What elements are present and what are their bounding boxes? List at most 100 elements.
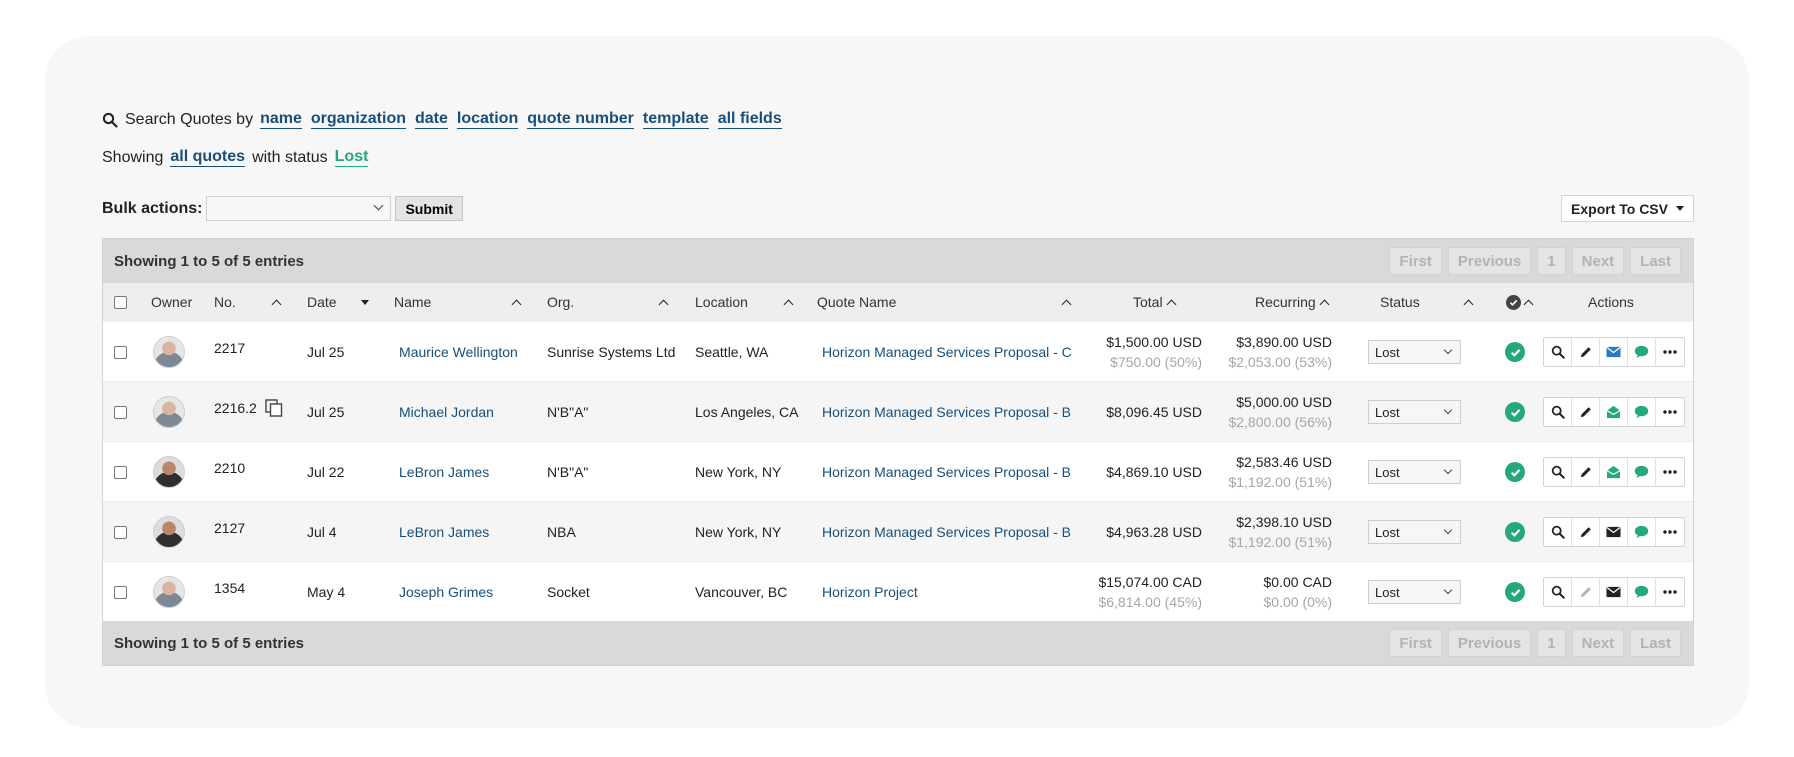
avatar[interactable] [153,516,185,548]
envelope-icon [1606,346,1621,358]
edit-quote-button[interactable] [1572,518,1600,546]
status-select[interactable]: Lost [1368,520,1461,544]
more-actions-button[interactable] [1656,518,1684,546]
comments-button[interactable] [1628,398,1656,426]
avatar[interactable] [153,396,185,428]
avatar[interactable] [153,336,185,368]
status-select[interactable]: Lost [1368,580,1461,604]
check-circle-icon[interactable] [1505,402,1525,422]
header-name[interactable]: Name [394,283,522,321]
next-page-button[interactable]: Next [1571,247,1625,275]
quote-name-link[interactable]: Horizon Managed Services Proposal - B [822,464,1072,480]
sort-up-icon [511,299,522,309]
search-by-template-link[interactable]: template [642,110,709,129]
email-quote-button[interactable] [1600,578,1628,606]
comments-button[interactable] [1628,458,1656,486]
previous-page-button[interactable]: Previous [1447,247,1532,275]
status-select[interactable]: Lost [1368,400,1461,424]
quote-name-link[interactable]: Horizon Managed Services Proposal - C [822,344,1072,360]
check-circle-icon[interactable] [1505,582,1525,602]
row-checkbox[interactable] [114,405,127,419]
status-select[interactable]: Lost [1368,340,1461,364]
comments-button[interactable] [1628,338,1656,366]
edit-quote-button[interactable] [1572,398,1600,426]
avatar[interactable] [153,576,185,608]
check-circle-icon [1506,294,1521,310]
edit-quote-button[interactable] [1572,578,1600,606]
header-total[interactable]: Total [1133,283,1177,321]
export-to-csv-button[interactable]: Export To CSV [1561,195,1694,222]
header-quote-name[interactable]: Quote Name [817,283,1072,321]
total-amount: $4,963.28 USD [1106,524,1202,540]
header-status[interactable]: Status [1380,283,1474,321]
row-checkbox[interactable] [114,465,127,479]
row-checkbox[interactable] [114,585,127,599]
contact-name-link[interactable]: Joseph Grimes [399,584,494,600]
edit-quote-button[interactable] [1572,338,1600,366]
quote-name-link[interactable]: Horizon Project [822,584,918,600]
status-select[interactable]: Lost [1368,460,1461,484]
header-approved[interactable] [1506,283,1534,321]
first-page-button[interactable]: First [1389,629,1442,657]
envelope-icon [1606,465,1621,479]
bulk-actions-select[interactable] [206,196,392,221]
email-quote-button[interactable] [1600,518,1628,546]
row-checkbox[interactable] [114,345,127,359]
more-actions-button[interactable] [1656,578,1684,606]
recurring-margin: $1,192.00 (51%) [1228,474,1332,490]
last-page-button[interactable]: Last [1630,629,1681,657]
header-org[interactable]: Org. [547,283,669,321]
first-page-button[interactable]: First [1389,247,1442,275]
email-quote-button[interactable] [1600,338,1628,366]
check-circle-icon[interactable] [1505,462,1525,482]
all-quotes-link[interactable]: all quotes [170,148,246,167]
view-quote-button[interactable] [1544,338,1572,366]
submit-button[interactable]: Submit [395,196,463,221]
search-by-date-link[interactable]: date [414,110,448,129]
search-by-organization-link[interactable]: organization [310,110,406,129]
view-quote-button[interactable] [1544,458,1572,486]
last-page-button[interactable]: Last [1630,247,1681,275]
email-quote-button[interactable] [1600,458,1628,486]
search-icon [1551,585,1565,599]
contact-name-link[interactable]: LeBron James [399,524,490,540]
view-quote-button[interactable] [1544,518,1572,546]
status-value: Lost [1375,404,1400,420]
comments-button[interactable] [1628,518,1656,546]
edit-quote-button[interactable] [1572,458,1600,486]
select-all-checkbox[interactable] [114,295,127,309]
row-checkbox[interactable] [114,525,127,539]
check-circle-icon[interactable] [1505,522,1525,542]
avatar[interactable] [153,456,185,488]
header-location[interactable]: Location [695,283,794,321]
quote-name-link[interactable]: Horizon Managed Services Proposal - B [822,404,1072,420]
search-prefix: Search Quotes by [125,110,254,128]
check-circle-icon[interactable] [1505,342,1525,362]
search-all-fields-link[interactable]: all fields [717,110,782,129]
page-1-button[interactable]: 1 [1537,629,1566,657]
search-by-name-link[interactable]: name [260,110,302,129]
contact-name-link[interactable]: Maurice Wellington [399,344,518,360]
previous-page-button[interactable]: Previous [1447,629,1532,657]
status-lost-link[interactable]: Lost [334,148,369,167]
more-actions-button[interactable] [1656,458,1684,486]
view-quote-button[interactable] [1544,578,1572,606]
next-page-button[interactable]: Next [1571,629,1625,657]
quote-name-link[interactable]: Horizon Managed Services Proposal - B [822,524,1072,540]
header-recurring[interactable]: Recurring [1255,283,1330,321]
page-1-button[interactable]: 1 [1537,247,1566,275]
view-quote-button[interactable] [1544,398,1572,426]
header-no[interactable]: No. [214,283,282,321]
email-quote-button[interactable] [1600,398,1628,426]
contact-name-link[interactable]: LeBron James [399,464,490,480]
search-by-location-link[interactable]: location [456,110,519,129]
quote-number-cell: 2216.2 [214,378,283,438]
copy-icon[interactable] [265,399,283,417]
approved-cell [1505,322,1525,382]
comments-button[interactable] [1628,578,1656,606]
header-date[interactable]: Date [307,283,369,321]
contact-name-link[interactable]: Michael Jordan [399,404,494,420]
more-actions-button[interactable] [1656,398,1684,426]
search-by-quote-number-link[interactable]: quote number [527,110,634,129]
more-actions-button[interactable] [1656,338,1684,366]
